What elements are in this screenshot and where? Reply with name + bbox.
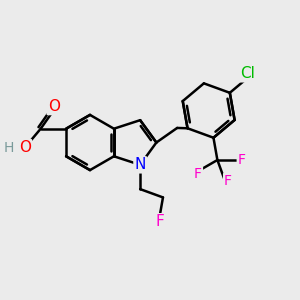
Text: F: F (224, 174, 232, 188)
Text: Cl: Cl (240, 66, 255, 81)
Text: H: H (3, 140, 14, 154)
Text: O: O (48, 99, 60, 114)
Text: F: F (194, 167, 202, 181)
Text: O: O (19, 140, 31, 155)
Text: N: N (134, 157, 146, 172)
Text: F: F (238, 153, 246, 167)
Text: F: F (155, 214, 164, 229)
